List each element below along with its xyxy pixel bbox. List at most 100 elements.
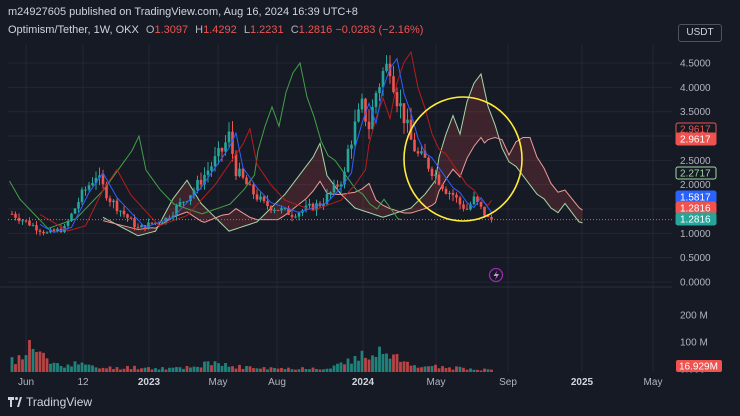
volume-bar	[10, 357, 14, 372]
candle-body	[157, 222, 161, 224]
candle-body	[234, 153, 238, 177]
volume-bar	[21, 359, 24, 372]
candle-body	[73, 208, 77, 214]
volume-bar	[154, 368, 157, 372]
volume-bar	[168, 367, 171, 372]
candle-body	[455, 194, 458, 198]
volume-bar	[483, 368, 486, 372]
open-value: 1.3097	[154, 24, 189, 36]
volume-bar	[129, 369, 133, 372]
time-tick-label: May	[644, 377, 663, 388]
candle-body	[374, 93, 378, 107]
volume-bar	[367, 359, 371, 372]
candle-body	[479, 202, 483, 207]
volume-bar	[196, 366, 199, 372]
candle-body	[199, 179, 203, 185]
currency-button[interactable]: USDT	[678, 24, 722, 42]
time-tick-label: Jun	[18, 377, 34, 388]
candle-body	[227, 131, 231, 143]
candle-body	[287, 208, 290, 215]
candle-body	[220, 148, 224, 152]
candle-body	[52, 229, 56, 232]
volume-bar	[458, 366, 462, 372]
candle-body	[444, 188, 448, 194]
volume-bar	[353, 356, 357, 372]
candle-body	[245, 177, 248, 185]
volume-bar	[119, 369, 122, 372]
volume-bar	[217, 363, 220, 372]
candle-body	[486, 215, 490, 218]
volume-bar	[87, 364, 91, 372]
time-axis: Jun 12 2023 May Aug 2024 May Sep 2025 May	[18, 377, 663, 388]
volume-bar	[28, 339, 31, 372]
volume-bar	[101, 367, 105, 372]
candle-body	[283, 208, 287, 210]
volume-bar	[252, 368, 255, 372]
price-tick-label: 2.5000	[680, 156, 711, 167]
candle-body	[336, 184, 339, 187]
candle-body	[154, 222, 157, 224]
volume-bar	[241, 368, 245, 372]
volume-bar	[360, 350, 364, 372]
volume-bar	[441, 366, 444, 372]
price-tick-label: 4.0000	[680, 83, 711, 94]
price-label-text: 1.2816	[680, 204, 711, 215]
candle-body	[224, 142, 227, 152]
volume-bar	[311, 367, 315, 372]
candle-body	[161, 222, 164, 224]
volume-bar	[462, 367, 465, 372]
volume-bar	[157, 369, 161, 372]
candle-body	[266, 201, 269, 207]
volume-label-box	[676, 360, 722, 372]
volume-tick-label: 100 M	[680, 338, 708, 349]
volume-bar	[318, 369, 322, 372]
candle-body	[56, 228, 59, 232]
volume-bar	[357, 360, 360, 372]
candle-body	[483, 206, 486, 216]
candle-body	[297, 212, 301, 217]
volume-bar	[486, 369, 490, 372]
time-tick-label: 2023	[138, 377, 161, 388]
volume-bar	[255, 368, 259, 372]
volume-bar	[336, 363, 339, 372]
price-label-box	[675, 166, 717, 180]
volume-bar	[234, 368, 238, 372]
candle-body	[357, 109, 360, 122]
candle-body	[395, 92, 399, 107]
volume-bar	[98, 368, 101, 372]
volume-bar	[182, 368, 185, 372]
volume-bar	[192, 366, 196, 372]
tradingview-logo[interactable]: TradingView	[8, 395, 92, 409]
volume-bar	[385, 353, 388, 372]
volume-bar	[189, 367, 192, 372]
candle-body	[178, 202, 182, 206]
candle-body	[38, 230, 42, 232]
candle-body	[175, 205, 178, 216]
volume-bar	[395, 354, 399, 372]
candle-body	[206, 170, 210, 175]
volume-bar	[301, 367, 304, 372]
candle-body	[185, 201, 189, 203]
candle-body	[427, 157, 430, 169]
candle-body	[129, 217, 133, 219]
volume-bar	[416, 367, 420, 372]
volume-bar	[245, 365, 248, 372]
candle-body	[70, 213, 73, 221]
price-label-text: 2.2717	[680, 169, 711, 180]
volume-bar	[80, 362, 84, 372]
volume-bar	[378, 346, 381, 372]
candle-body	[392, 76, 395, 93]
candle-body	[108, 198, 112, 203]
candle-body	[290, 214, 294, 217]
volume-bar	[185, 366, 189, 372]
high-value: 1.4292	[203, 24, 237, 36]
volume-bar	[31, 348, 35, 372]
volume-bar	[290, 369, 294, 372]
cloud-fill	[103, 73, 583, 236]
time-tick-label: 2025	[571, 377, 594, 388]
volume-bar	[150, 369, 154, 372]
volume-bar	[115, 367, 119, 372]
price-label-text: 2.9617	[680, 135, 711, 146]
candle-body	[322, 203, 325, 207]
